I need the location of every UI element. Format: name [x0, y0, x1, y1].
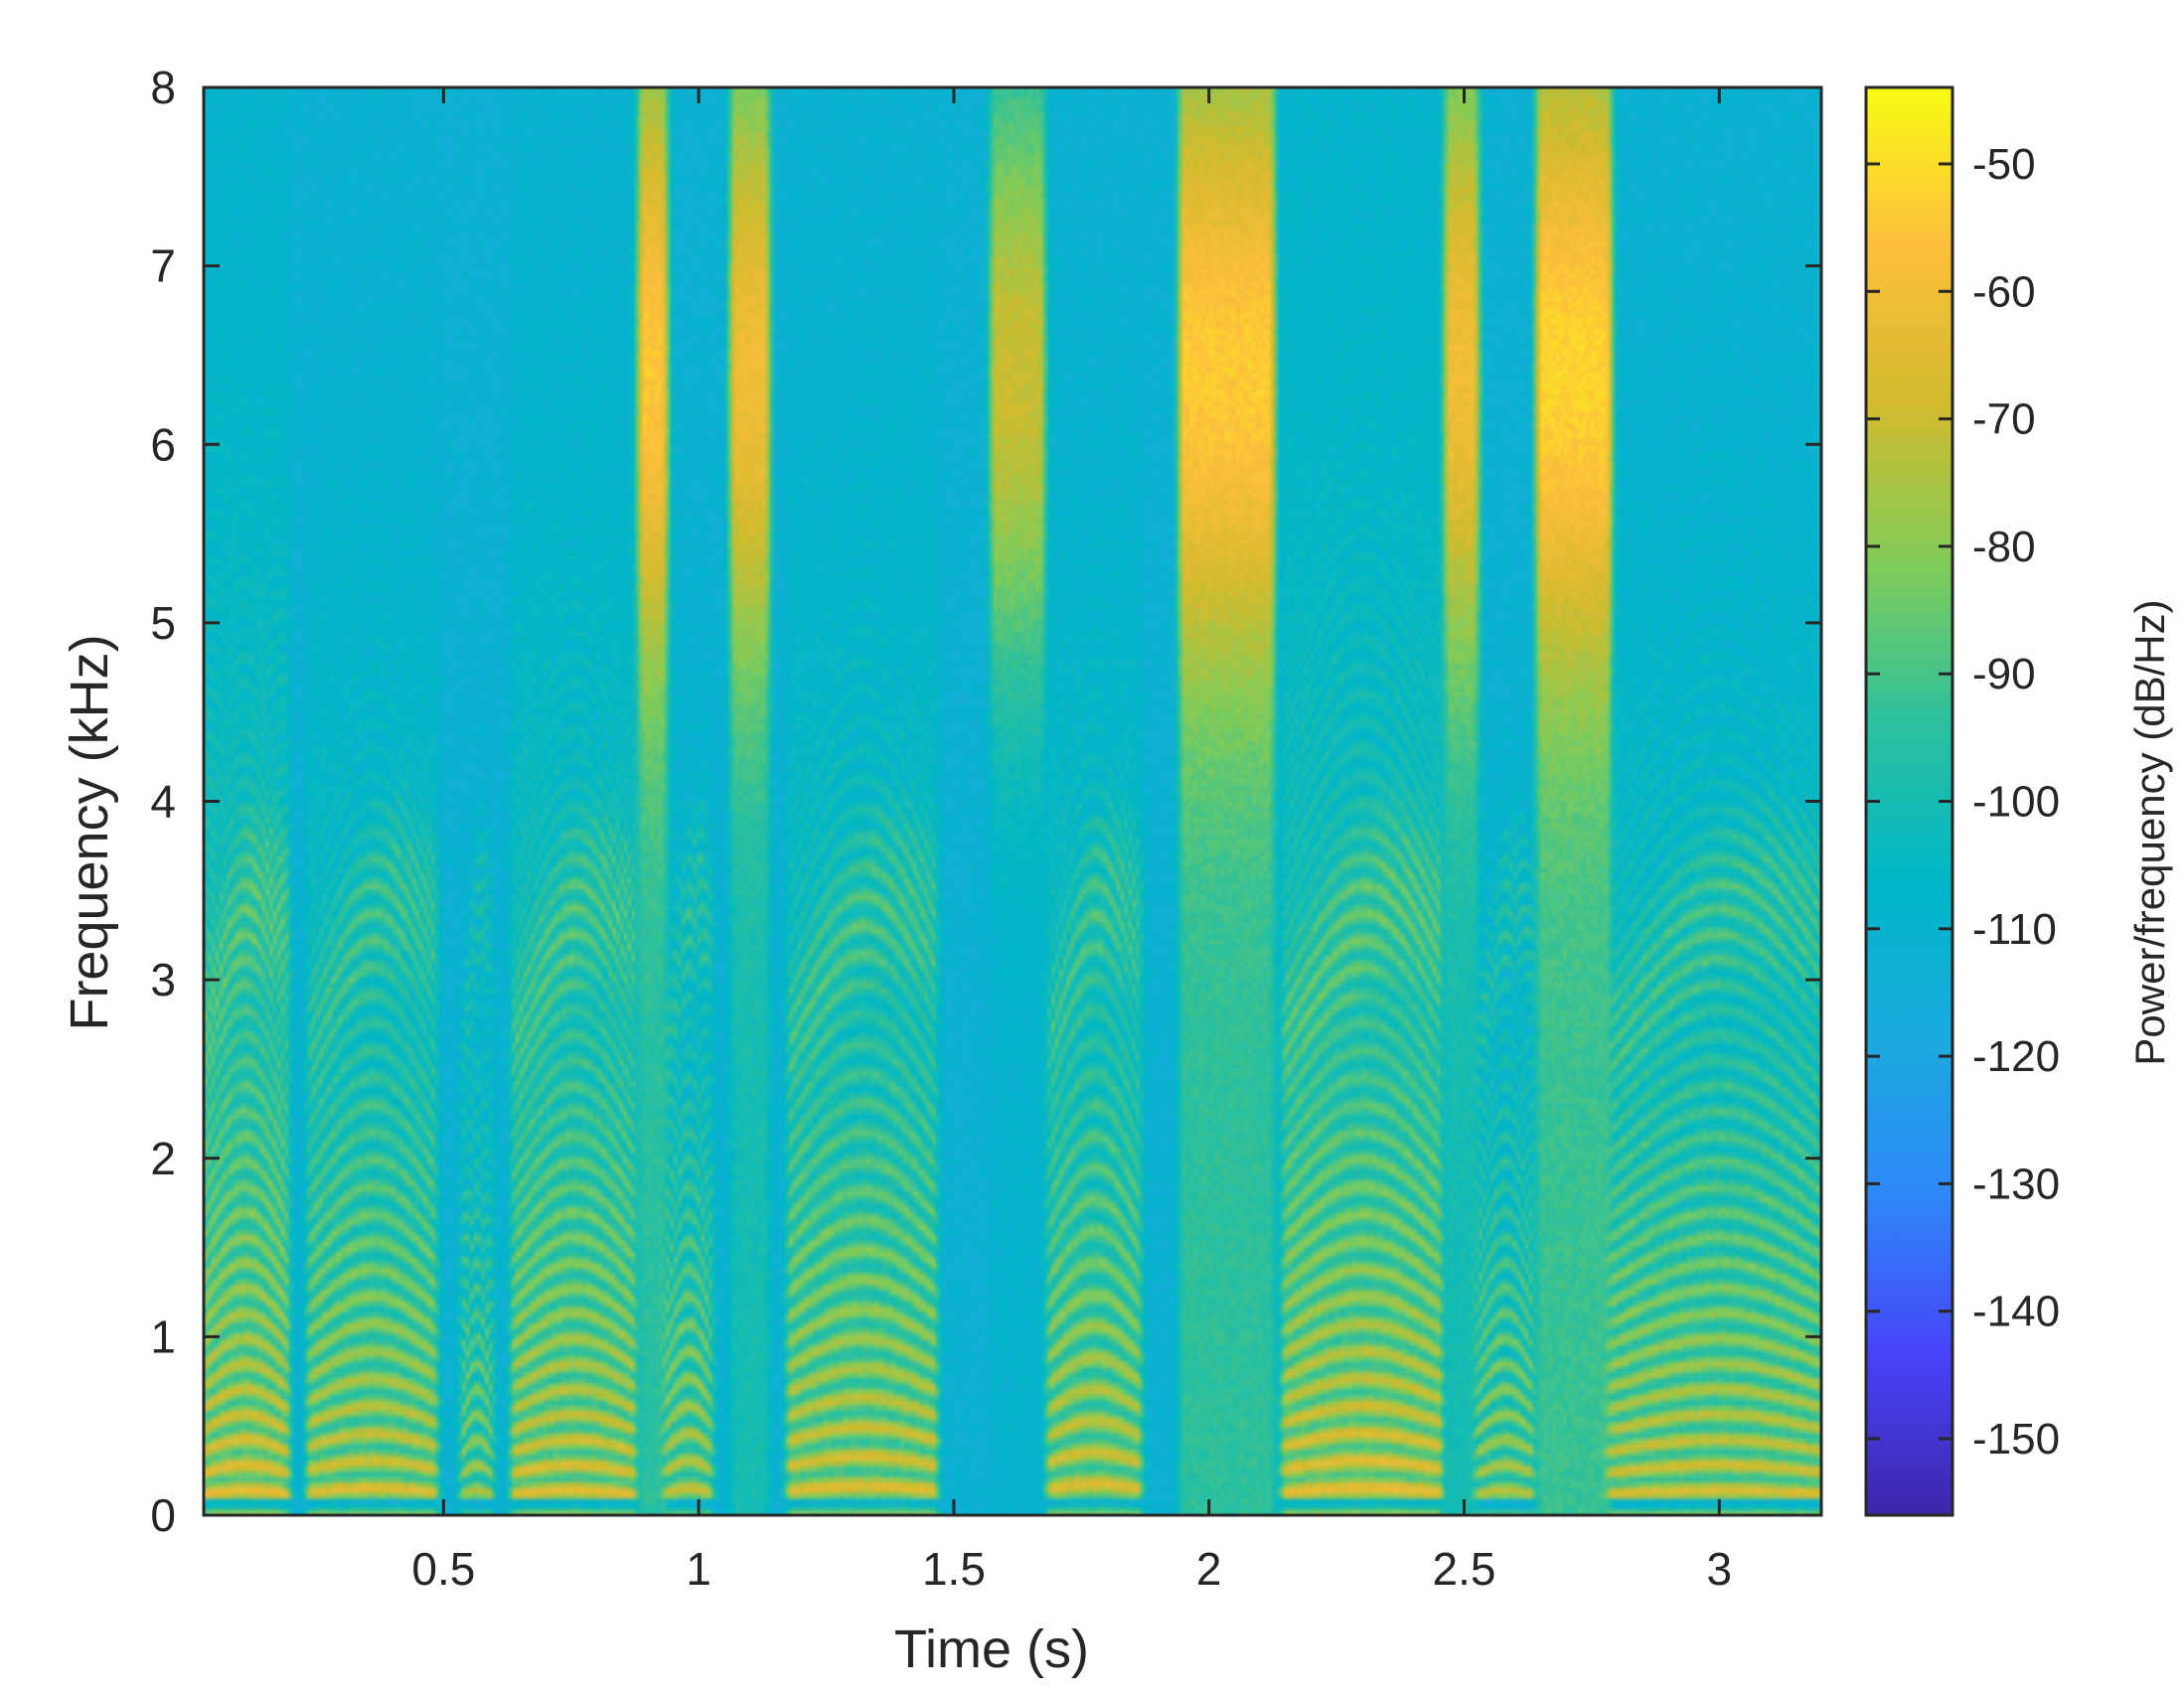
y-tick-label: 0 — [150, 1489, 176, 1541]
colorbar — [1864, 85, 1954, 1517]
colorbar-tick-label: -130 — [1972, 1159, 2060, 1208]
colorbar-tick-label: -140 — [1972, 1288, 2060, 1336]
x-tick-label: 2.5 — [1433, 1543, 1496, 1595]
y-tick-label: 3 — [150, 954, 176, 1005]
x-tick-label: 1 — [686, 1543, 711, 1595]
y-tick-label: 6 — [150, 418, 176, 470]
x-tick-label: 3 — [1706, 1543, 1732, 1595]
x-tick-label: 1.5 — [922, 1543, 986, 1595]
x-tick-label: 2 — [1196, 1543, 1222, 1595]
x-axis-ticks: 0.5 1 1.5 2 2.5 3 — [411, 87, 1732, 1595]
colorbar-tick-label: -90 — [1972, 650, 2036, 698]
colorbar-gradient — [1864, 85, 1954, 1517]
colorbar-tick-label: -150 — [1972, 1415, 2060, 1464]
spectrogram-plot-area — [204, 87, 1821, 1515]
colorbar-label: Power/frequency (dB/Hz) — [2126, 599, 2173, 1065]
y-tick-label: 4 — [150, 776, 176, 828]
colorbar-tick-label: -120 — [1972, 1032, 2060, 1081]
colorbar-ticks: -50 -60 -70 -80 -90 -100 -110 -120 -130 -140 -150 — [1866, 140, 2060, 1464]
colorbar-tick-label: -80 — [1972, 523, 2036, 571]
y-tick-label: 5 — [150, 597, 176, 649]
colorbar-tick-label: -50 — [1972, 140, 2036, 189]
y-tick-label: 7 — [150, 240, 176, 292]
y-tick-label: 8 — [150, 62, 176, 113]
y-tick-label: 1 — [150, 1311, 176, 1362]
x-tick-label: 0.5 — [411, 1543, 475, 1595]
y-tick-label: 2 — [150, 1133, 176, 1184]
y-axis-ticks: 0 1 2 3 4 5 6 7 8 — [150, 62, 1821, 1541]
colorbar-tick-label: -70 — [1972, 395, 2036, 444]
colorbar-tick-label: -60 — [1972, 267, 2036, 316]
y-axis-label: Frequency (kHz) — [60, 634, 119, 1030]
colorbar-tick-label: -110 — [1972, 905, 2057, 954]
x-axis-label: Time (s) — [894, 1620, 1089, 1679]
colorbar-tick-label: -100 — [1972, 778, 2060, 827]
spectrogram-image — [204, 87, 1821, 1515]
